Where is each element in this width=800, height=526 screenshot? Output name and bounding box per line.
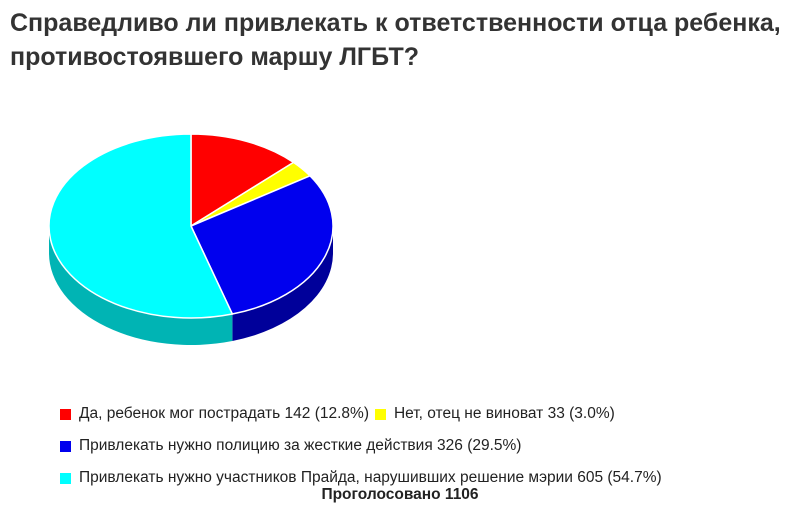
legend-label: Да, ребенок мог пострадать 142 (12.8%) — [79, 405, 369, 422]
pie-slice — [48, 133, 234, 319]
legend-row: Привлекать нужно участников Прайда, нару… — [60, 462, 780, 494]
legend-label: Привлекать нужно участников Прайда, нару… — [79, 469, 662, 486]
legend-item: Да, ребенок мог пострадать 142 (12.8%) — [60, 405, 369, 423]
legend-label: Нет, отец не виноват 33 (3.0%) — [393, 405, 615, 422]
pie-chart — [48, 133, 334, 345]
legend-swatch — [374, 408, 386, 420]
pie-slice — [190, 175, 334, 315]
legend-item: Привлекать нужно участников Прайда, нару… — [60, 469, 662, 487]
pie-slice-side — [232, 226, 333, 342]
vote-total: Проголосовано 1106 — [321, 486, 479, 503]
legend-item: Нет, отец не виноват 33 (3.0%) — [374, 405, 615, 423]
legend: Да, ребенок мог пострадать 142 (12.8%) Н… — [60, 398, 780, 494]
chart-title: Справедливо ли привлекать к ответственно… — [10, 9, 781, 71]
legend-item: Привлекать нужно полицию за жесткие дейс… — [60, 437, 521, 455]
pie-slice-side — [49, 226, 233, 345]
legend-label: Привлекать нужно полицию за жесткие дейс… — [79, 437, 522, 454]
legend-swatch — [60, 408, 71, 420]
legend-swatch — [60, 440, 71, 452]
legend-row: Да, ребенок мог пострадать 142 (12.8%) Н… — [60, 398, 780, 430]
legend-row: Привлекать нужно полицию за жесткие дейс… — [60, 430, 780, 462]
pie-slice — [190, 133, 295, 227]
legend-swatch — [60, 472, 71, 484]
